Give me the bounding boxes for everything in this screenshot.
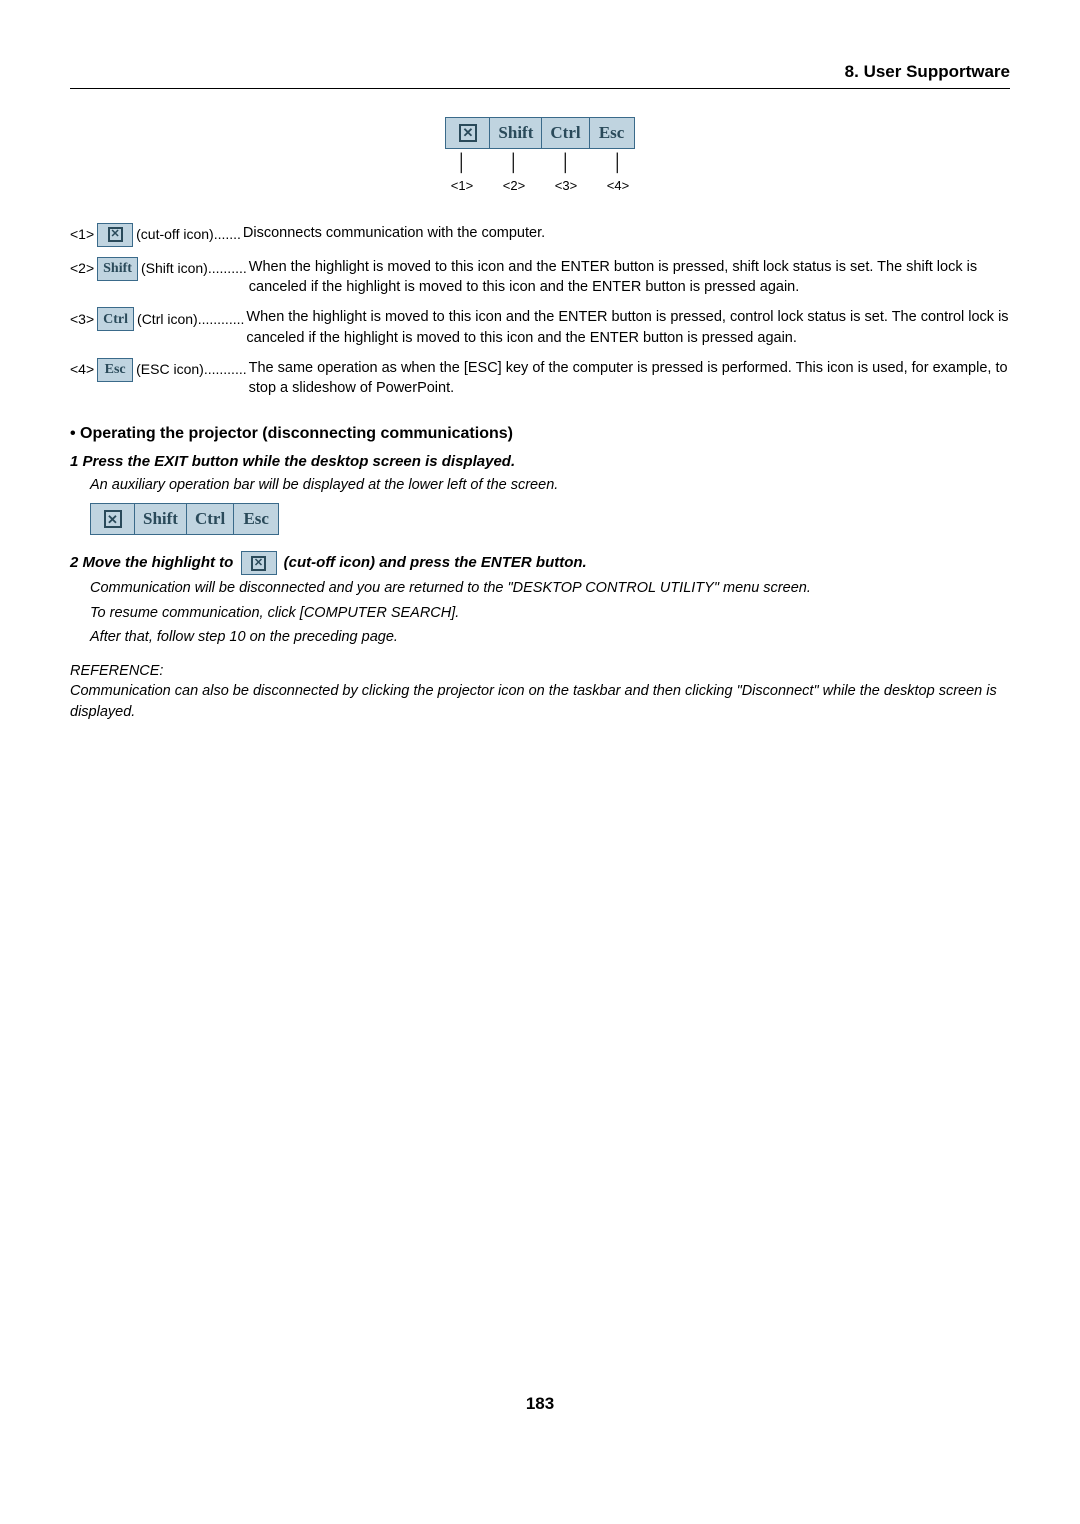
esc-icon-inline: Esc [97,358,133,382]
def-desc: Disconnects communication with the compu… [241,223,1010,243]
shift-icon: Shift [135,504,187,534]
definition-list: <1> ✕ (cut-off icon) ....... Disconnects… [70,223,1010,399]
esc-icon: Esc [590,118,634,148]
label-3: <3> [540,177,592,195]
def-item-1: <1> ✕ (cut-off icon) ....... Disconnects… [70,223,1010,247]
esc-icon: Esc [234,504,278,534]
cut-off-icon: ✕ [91,504,135,534]
step-2-desc-1: Communication will be disconnected and y… [70,578,1010,598]
def-num: <1> [70,225,94,245]
def-item-2: <2> Shift (Shift icon) .......... When t… [70,257,1010,298]
toolbar-row: ✕ Shift Ctrl Esc [445,117,634,149]
x-icon: ✕ [104,510,122,528]
def-num: <2> [70,259,94,279]
def-item-3: <3> Ctrl (Ctrl icon) ............ When t… [70,307,1010,348]
step-2-desc-2: To resume communication, click [COMPUTER… [70,603,1010,623]
shift-icon-inline: Shift [97,257,138,281]
step-1: 1 Press the EXIT button while the deskto… [70,451,1010,535]
cut-off-icon-inline: ✕ [97,223,133,247]
label-1: <1> [436,177,488,195]
def-label: (Ctrl icon) [137,310,198,330]
x-icon: ✕ [251,556,266,571]
x-icon: ✕ [459,124,477,142]
section-number: 8. User Supportware [845,62,1010,81]
step-1-desc: An auxiliary operation bar will be displ… [70,475,1010,495]
step-2-title-a: 2 Move the highlight to [70,554,238,571]
ctrl-icon-inline: Ctrl [97,307,134,331]
reference-title: REFERENCE: [70,661,1010,681]
label-2: <2> [488,177,540,195]
reference-body: Communication can also be disconnected b… [70,681,1010,722]
def-desc: When the highlight is moved to this icon… [247,257,1010,298]
def-label: (ESC icon) [136,360,204,380]
cut-off-icon-inline: ✕ [241,551,277,575]
step-1-title: 1 Press the EXIT button while the deskto… [70,451,1010,472]
page-number: 183 [70,1392,1010,1416]
label-4: <4> [592,177,644,195]
x-icon: ✕ [108,227,123,242]
ctrl-icon: Ctrl [542,118,589,148]
def-dots: ........... [204,360,247,380]
def-item-4: <4> Esc (ESC icon) ........... The same … [70,358,1010,399]
shift-icon: Shift [490,118,542,148]
label-row: <1> <2> <3> <4> [70,177,1010,195]
def-desc: When the highlight is moved to this icon… [244,307,1010,348]
def-num: <4> [70,360,94,380]
pointer-row: │ │ │ │ [70,151,1010,175]
step-2-desc-3: After that, follow step 10 on the preced… [70,627,1010,647]
step-1-toolbar: ✕ Shift Ctrl Esc [90,503,1010,535]
def-label: (Shift icon) [141,259,208,279]
cut-off-icon: ✕ [446,118,490,148]
def-dots: ............ [198,310,245,330]
def-dots: ....... [214,225,241,245]
step-2-title-b: (cut-off icon) and press the ENTER butto… [284,554,587,571]
toolbar-diagram: ✕ Shift Ctrl Esc │ │ │ │ <1> <2> <3> <4> [70,117,1010,195]
def-num: <3> [70,310,94,330]
section-heading: • Operating the projector (disconnecting… [70,423,1010,445]
def-label: (cut-off icon) [136,225,214,245]
def-desc: The same operation as when the [ESC] key… [247,358,1010,399]
step-2-title: 2 Move the highlight to ✕ (cut-off icon)… [70,551,1010,575]
def-dots: .......... [208,259,247,279]
ctrl-icon: Ctrl [187,504,234,534]
step-2: 2 Move the highlight to ✕ (cut-off icon)… [70,551,1010,647]
page-header: 8. User Supportware [70,60,1010,89]
